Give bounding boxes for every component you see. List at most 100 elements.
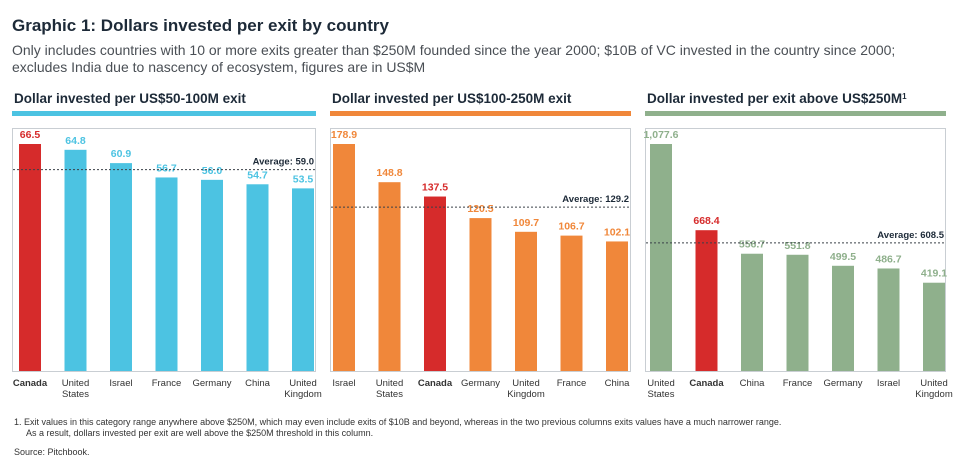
category-label-line: France [152, 378, 182, 389]
panel-frame [645, 128, 946, 372]
category-label-line: States [648, 389, 675, 400]
category-label-line: United [289, 378, 316, 389]
bar [292, 188, 314, 371]
data-label: 1,077.6 [643, 129, 678, 141]
category-label-line: Kingdom [284, 389, 322, 400]
footnote-line-1: 1. Exit values in this category range an… [14, 417, 782, 427]
average-label: Average: 129.2 [562, 194, 629, 205]
bar [695, 230, 718, 371]
category-label: China [740, 378, 766, 389]
footnote-line-2: As a result, dollars invested per exit a… [26, 428, 374, 438]
data-label: 54.7 [247, 169, 268, 181]
bar [877, 268, 900, 371]
category-label: Canada [13, 378, 48, 389]
category-label-line: Germany [461, 378, 500, 389]
category-label-line: United [62, 378, 89, 389]
bar [560, 235, 583, 371]
bar [923, 282, 945, 371]
data-label: 56.7 [156, 162, 177, 174]
category-label: France [557, 378, 587, 389]
category-label-line: United [920, 378, 947, 389]
category-label: United States [62, 378, 89, 400]
category-label-line: United [512, 378, 539, 389]
bar [606, 241, 628, 371]
category-label: Germany [461, 378, 500, 389]
category-label-line: Israel [877, 378, 900, 389]
chart-subtitle: Only includes countries with 10 or more … [12, 42, 896, 75]
category-label-line: Canada [689, 378, 724, 389]
category-label-line: Kingdom [915, 389, 953, 400]
data-label: 137.5 [422, 182, 448, 194]
bar [201, 179, 223, 371]
category-label-line: United [376, 378, 403, 389]
category-label: China [605, 378, 631, 389]
data-label: 178.9 [331, 129, 357, 141]
panel-title-superscript: 1 [902, 92, 907, 101]
category-label-line: Germany [823, 378, 862, 389]
average-label: Average: 59.0 [253, 157, 314, 168]
category-label-line: France [783, 378, 813, 389]
average-label: Average: 608.5 [877, 230, 944, 241]
bar [786, 254, 809, 371]
data-label: 668.4 [693, 215, 719, 227]
category-label-line: Israel [332, 378, 355, 389]
data-label: 102.1 [604, 226, 630, 238]
bar [515, 231, 537, 371]
category-label: France [152, 378, 182, 389]
panel-title: Dollar invested per exit above US$250M1 [647, 91, 907, 106]
data-label: 109.7 [513, 217, 539, 229]
bar [741, 253, 763, 371]
category-label: France [783, 378, 813, 389]
category-label-line: Germany [192, 378, 231, 389]
category-label: China [245, 378, 271, 389]
data-label: 551.8 [784, 240, 810, 252]
bar [110, 163, 132, 371]
footnote: 1. Exit values in this category range an… [14, 417, 944, 439]
data-label: 499.5 [830, 251, 856, 263]
data-label: 486.7 [875, 253, 901, 265]
bar [64, 149, 87, 371]
category-label: Germany [192, 378, 231, 389]
bar [155, 177, 178, 371]
category-label-line: States [62, 389, 89, 400]
category-label: United Kingdom [915, 378, 953, 400]
data-label: 419.1 [921, 268, 947, 280]
source-note: Source: Pitchbook. [14, 447, 90, 457]
data-label: 148.8 [376, 167, 402, 179]
panel-title-underline [645, 111, 946, 116]
category-label-line: United [647, 378, 674, 389]
bar [832, 265, 854, 371]
bar [469, 218, 492, 371]
category-label: United States [376, 378, 403, 400]
panel-frame [12, 128, 316, 372]
panel-title: Dollar invested per US$100-250M exit [332, 91, 572, 106]
category-label: Israel [109, 378, 132, 389]
bar [424, 196, 446, 371]
category-label-line: Israel [109, 378, 132, 389]
category-label-line: Kingdom [507, 389, 545, 400]
data-label: 64.8 [65, 135, 86, 147]
category-label-line: China [245, 378, 271, 389]
category-label: Israel [877, 378, 900, 389]
category-label-line: Canada [13, 378, 48, 389]
data-label: 60.9 [111, 148, 132, 160]
chart-title: Graphic 1: Dollars invested per exit by … [12, 16, 389, 35]
data-label: 556.7 [739, 239, 765, 251]
category-label-line: States [376, 389, 403, 400]
data-label: 53.5 [293, 173, 314, 185]
panel-title: Dollar invested per US$50-100M exit [14, 91, 246, 106]
bar [650, 144, 672, 371]
bar [333, 144, 355, 371]
bar [378, 182, 401, 371]
data-label: 106.7 [558, 221, 584, 233]
panel-frame [330, 128, 631, 372]
category-label-line: France [557, 378, 587, 389]
data-label: 56.0 [202, 165, 223, 177]
category-label-line: China [605, 378, 631, 389]
panel-title-underline [330, 111, 631, 116]
data-label: 66.5 [20, 129, 41, 141]
category-label: United States [647, 378, 674, 400]
panel-title-underline [12, 111, 316, 116]
bar [19, 144, 41, 371]
